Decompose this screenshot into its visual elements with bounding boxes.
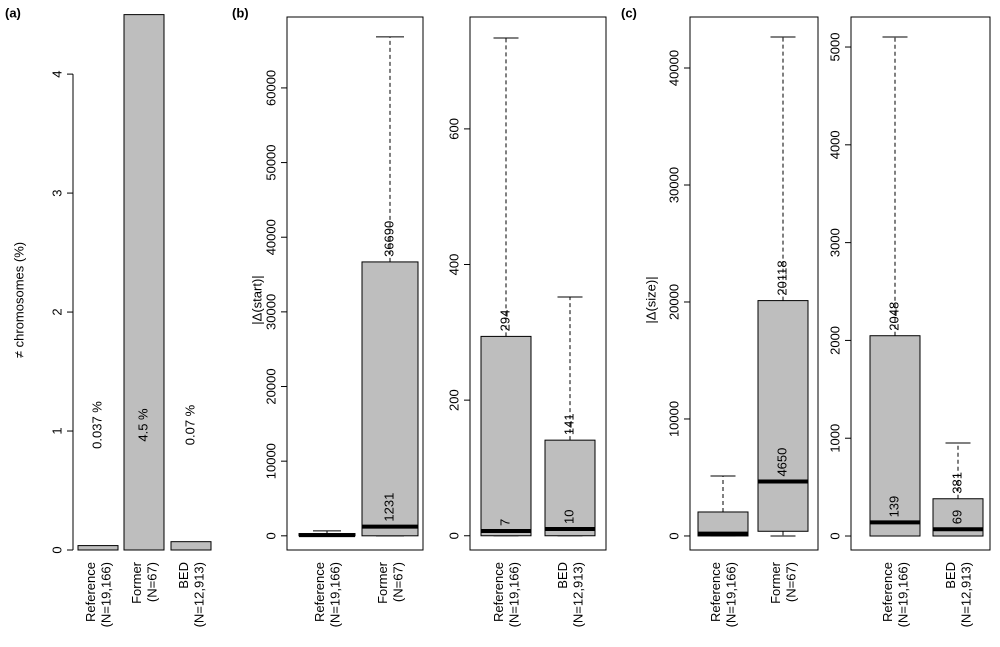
y-tick-label: 40000 bbox=[263, 219, 278, 255]
box bbox=[697, 511, 749, 537]
x-tick-label-line: Reference bbox=[312, 562, 327, 622]
value-label: 4650 bbox=[774, 448, 789, 477]
x-tick-label-line: (N=19,166) bbox=[895, 562, 910, 627]
x-tick-label-line: Reference bbox=[708, 562, 723, 622]
y-tick-label: 50000 bbox=[263, 144, 278, 180]
y-tick-label: 60000 bbox=[263, 70, 278, 106]
y-tick-label: 20000 bbox=[263, 368, 278, 404]
value-label: 0.07 % bbox=[182, 404, 197, 445]
x-tick-label-line: (N=19,166) bbox=[98, 562, 113, 627]
x-tick-label: Reference(N=19,166) bbox=[880, 562, 911, 627]
x-tick-label-line: (N=12,913) bbox=[570, 562, 585, 627]
value-label: 0.037 % bbox=[89, 401, 104, 449]
y-tick-label: 0 bbox=[49, 546, 64, 553]
y-tick-label: 10000 bbox=[263, 443, 278, 479]
value-label: 69 bbox=[949, 510, 964, 524]
y-tick-label: 4 bbox=[49, 70, 64, 77]
bar bbox=[170, 541, 212, 551]
y-tick-label: 600 bbox=[446, 118, 461, 140]
x-tick-label-line: Reference bbox=[880, 562, 895, 622]
x-tick-label-line: (N=19,166) bbox=[506, 562, 521, 627]
y-tick-label: 0 bbox=[827, 532, 842, 539]
bar bbox=[123, 14, 165, 551]
x-tick-label: BED(N=12,913) bbox=[943, 562, 974, 627]
x-tick-label-line: BED bbox=[943, 562, 958, 589]
x-tick-label: Former(N=67) bbox=[768, 561, 799, 604]
box bbox=[544, 439, 596, 537]
value-label: 139 bbox=[886, 496, 901, 518]
bar bbox=[77, 545, 119, 551]
box bbox=[757, 300, 809, 532]
value-label: 4.5 % bbox=[135, 408, 150, 442]
x-tick-label-line: (N=19,166) bbox=[723, 562, 738, 627]
y-tick-label: 10000 bbox=[666, 401, 681, 437]
x-tick-label-line: Reference bbox=[491, 562, 506, 622]
y-tick-label: 1000 bbox=[827, 424, 842, 453]
x-tick-label-line: Former bbox=[375, 561, 390, 604]
x-tick-label-line: Former bbox=[768, 561, 783, 604]
box bbox=[869, 335, 921, 537]
x-tick-label: Reference(N=19,166) bbox=[83, 562, 114, 627]
value-label: 10 bbox=[561, 510, 576, 524]
y-tick-label: 2 bbox=[49, 308, 64, 315]
y-axis-label: |Δ(size)| bbox=[643, 276, 658, 323]
y-axis-label: |Δ(start)| bbox=[249, 275, 264, 324]
value-label: 1231 bbox=[381, 493, 396, 522]
value-label: 36690 bbox=[381, 221, 396, 257]
x-tick-label: Reference(N=19,166) bbox=[312, 562, 343, 627]
value-label: 141 bbox=[561, 413, 576, 435]
y-tick-label: 30000 bbox=[666, 167, 681, 203]
x-tick-label: BED(N=12,913) bbox=[176, 562, 207, 627]
y-tick-label: 1 bbox=[49, 427, 64, 434]
y-tick-label: 3000 bbox=[827, 228, 842, 257]
x-tick-label-line: Reference bbox=[83, 562, 98, 622]
panel-title: (b) bbox=[232, 5, 249, 20]
y-tick-label: 400 bbox=[446, 254, 461, 276]
x-tick-label: Reference(N=19,166) bbox=[491, 562, 522, 627]
x-tick-label: Former(N=67) bbox=[129, 561, 160, 604]
x-tick-label-line: (N=12,913) bbox=[958, 562, 973, 627]
x-tick-label-line: (N=67) bbox=[144, 562, 159, 602]
x-tick-label-line: BED bbox=[555, 562, 570, 589]
x-tick-label-line: BED bbox=[176, 562, 191, 589]
y-tick-label: 20000 bbox=[666, 284, 681, 320]
y-tick-label: 0 bbox=[666, 532, 681, 539]
y-tick-label: 3 bbox=[49, 189, 64, 196]
box bbox=[361, 261, 419, 537]
x-tick-label-line: (N=12,913) bbox=[191, 562, 206, 627]
panel-title: (c) bbox=[621, 5, 637, 20]
x-tick-label: Reference(N=19,166) bbox=[708, 562, 739, 627]
x-tick-label: Former(N=67) bbox=[375, 561, 406, 604]
y-tick-label: 2000 bbox=[827, 326, 842, 355]
y-tick-label: 5000 bbox=[827, 33, 842, 62]
y-tick-label: 30000 bbox=[263, 294, 278, 330]
y-axis-label: ≠ chromosomes (%) bbox=[11, 242, 26, 358]
value-label: 294 bbox=[497, 310, 512, 332]
x-tick-label-line: Former bbox=[129, 561, 144, 604]
y-tick-label: 0 bbox=[263, 532, 278, 539]
y-tick-label: 0 bbox=[446, 532, 461, 539]
value-label: 7 bbox=[497, 519, 512, 526]
y-tick-label: 40000 bbox=[666, 50, 681, 86]
x-tick-label-line: (N=19,166) bbox=[327, 562, 342, 627]
value-label: 2048 bbox=[886, 302, 901, 331]
value-label: 381 bbox=[949, 472, 964, 494]
y-tick-label: 4000 bbox=[827, 130, 842, 159]
panel-title: (a) bbox=[5, 5, 21, 20]
x-tick-label: BED(N=12,913) bbox=[555, 562, 586, 627]
x-tick-label-line: (N=67) bbox=[390, 562, 405, 602]
x-tick-label-line: (N=67) bbox=[783, 562, 798, 602]
box bbox=[480, 335, 532, 537]
value-label: 20118 bbox=[774, 260, 789, 295]
y-tick-label: 200 bbox=[446, 389, 461, 411]
